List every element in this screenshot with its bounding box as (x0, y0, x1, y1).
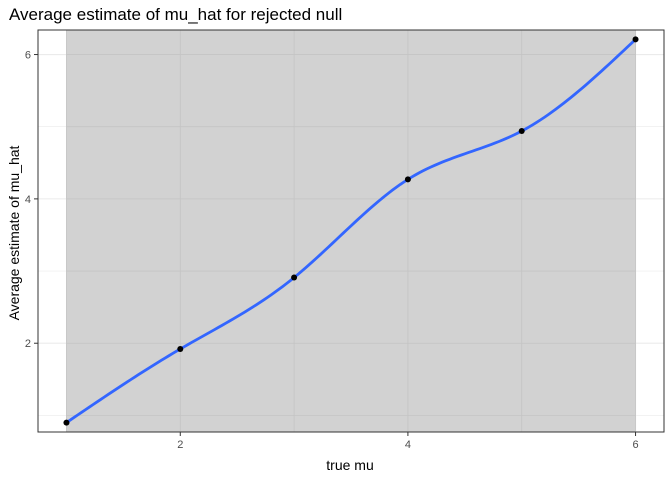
y-tick-label: 6 (25, 50, 31, 62)
x-tick-label: 4 (405, 439, 411, 451)
y-tick-label: 2 (25, 338, 31, 350)
data-point (291, 274, 298, 281)
data-point (177, 346, 184, 353)
data-point (632, 36, 639, 43)
y-tick-label: 4 (25, 194, 31, 206)
y-axis-title: Average estimate of mu_hat (6, 145, 22, 320)
data-point (518, 128, 525, 135)
plot-panel: 2 4 6 2 4 6 (25, 29, 665, 451)
data-point (63, 419, 70, 426)
data-point (404, 176, 411, 183)
x-tick-label: 2 (177, 439, 183, 451)
x-axis-title: true mu (326, 457, 373, 473)
panel-border (37, 29, 665, 433)
x-tick-label: 6 (632, 439, 638, 451)
smooth-line (65, 37, 637, 425)
chart-title: Average estimate of mu_hat for rejected … (9, 5, 342, 24)
confidence-band (66, 30, 636, 432)
